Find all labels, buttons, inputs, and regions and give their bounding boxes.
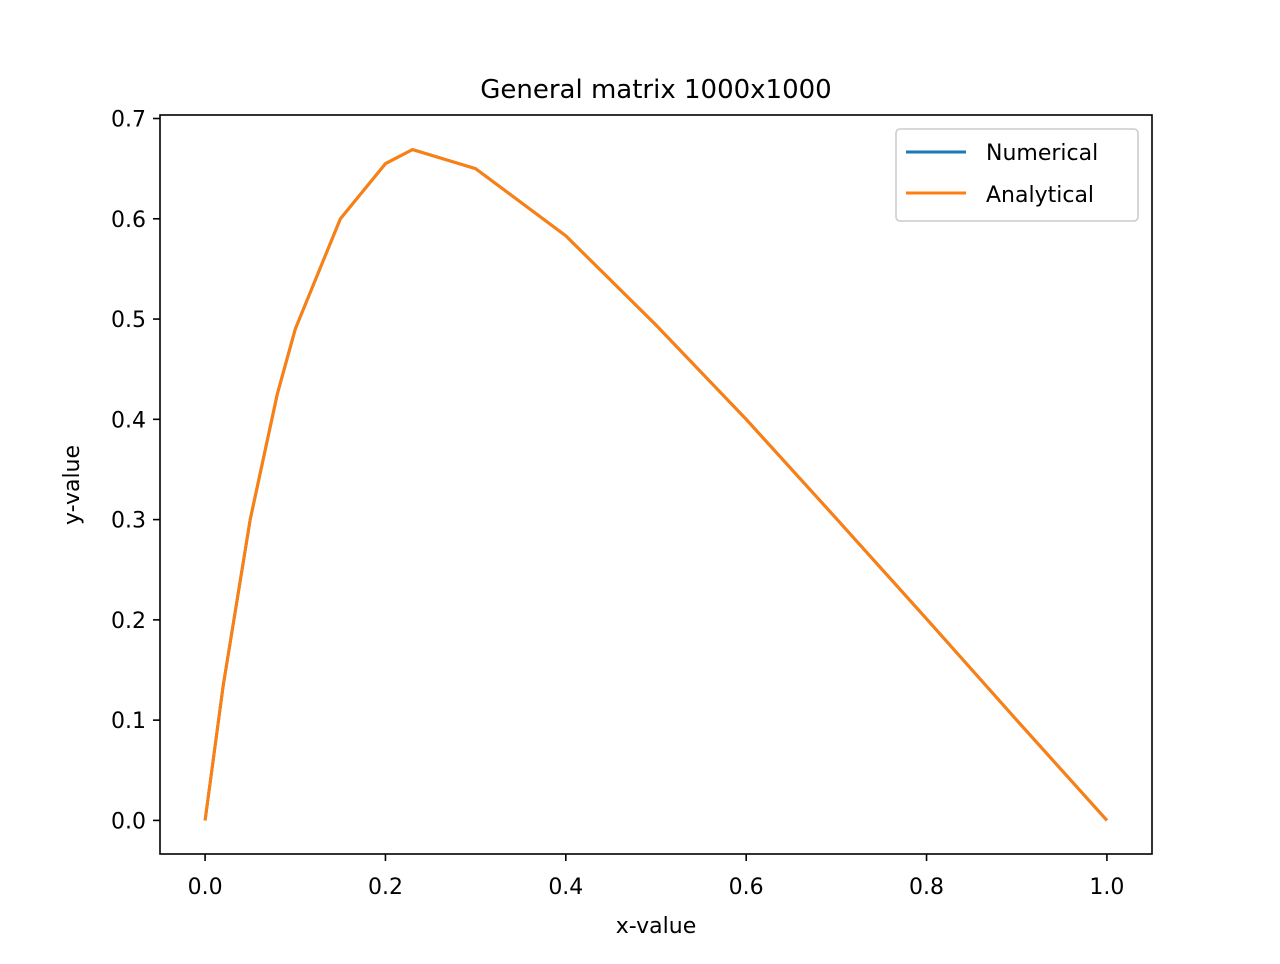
x-axis-label: x-value xyxy=(616,914,696,939)
y-axis-ticks: 0.0 0.1 0.2 0.3 0.4 0.5 0.6 0.7 xyxy=(111,108,160,834)
y-tick-label: 0.3 xyxy=(111,509,146,534)
y-tick-label: 0.0 xyxy=(111,809,146,834)
y-tick-label: 0.4 xyxy=(111,408,146,433)
x-tick-label: 0.4 xyxy=(548,875,583,900)
legend-label-numerical: Numerical xyxy=(986,141,1098,166)
plot-frame xyxy=(159,114,1153,855)
x-axis-ticks: 0.0 0.2 0.4 0.6 0.8 1.0 xyxy=(188,854,1124,900)
legend-label-analytical: Analytical xyxy=(986,183,1094,208)
x-tick-label: 0.6 xyxy=(729,875,764,900)
y-tick-label: 0.1 xyxy=(111,709,146,734)
x-tick-label: 1.0 xyxy=(1089,875,1124,900)
y-tick-label: 0.6 xyxy=(111,208,146,233)
x-tick-label: 0.2 xyxy=(368,875,403,900)
x-tick-label: 0.8 xyxy=(909,875,944,900)
y-tick-label: 0.5 xyxy=(111,308,146,333)
y-axis-label: y-value xyxy=(60,445,85,525)
series-layer xyxy=(203,148,1109,822)
legend: Numerical Analytical xyxy=(895,128,1139,222)
y-tick-label: 0.2 xyxy=(111,609,146,634)
y-tick-label: 0.7 xyxy=(111,108,146,133)
chart-title: General matrix 1000x1000 xyxy=(480,75,831,105)
series-line-analytical xyxy=(203,148,1109,822)
x-tick-label: 0.0 xyxy=(188,875,223,900)
